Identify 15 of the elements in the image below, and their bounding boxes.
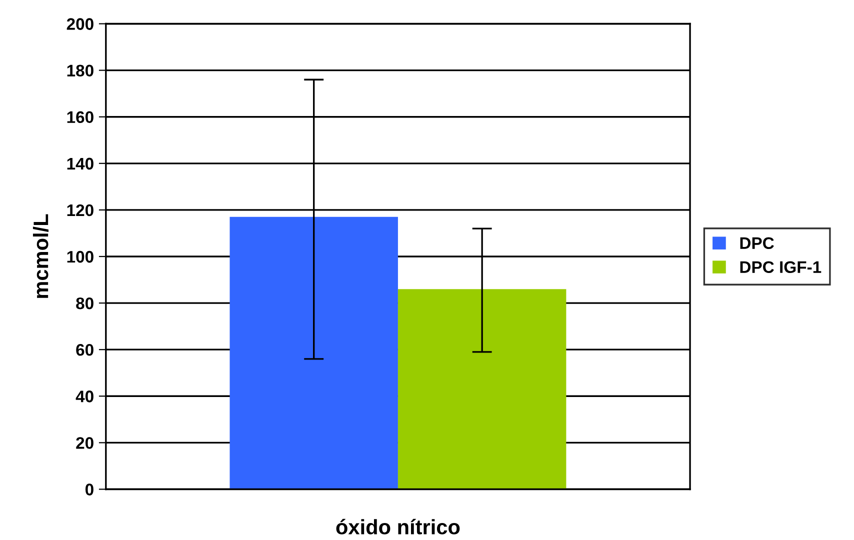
y-tick-label: 140 xyxy=(67,158,94,170)
y-tick-label: 180 xyxy=(67,64,94,77)
y-tick-label: 120 xyxy=(67,204,94,216)
y-axis-title: mcmol/L xyxy=(32,214,48,298)
y-tick-label: 100 xyxy=(67,250,94,263)
legend-label: DPC IGF-1 xyxy=(740,261,822,273)
y-tick-label: 0 xyxy=(85,484,94,496)
y-tick-label: 160 xyxy=(67,111,94,124)
y-tick-label: 60 xyxy=(76,344,94,356)
legend-label: DPC xyxy=(740,237,774,250)
y-tick-label: 80 xyxy=(76,297,94,310)
x-axis-title: óxido nítrico xyxy=(336,518,460,534)
y-tick-label: 200 xyxy=(66,18,94,30)
y-tick-label: 20 xyxy=(76,437,94,449)
y-tick-label: 40 xyxy=(76,390,94,402)
